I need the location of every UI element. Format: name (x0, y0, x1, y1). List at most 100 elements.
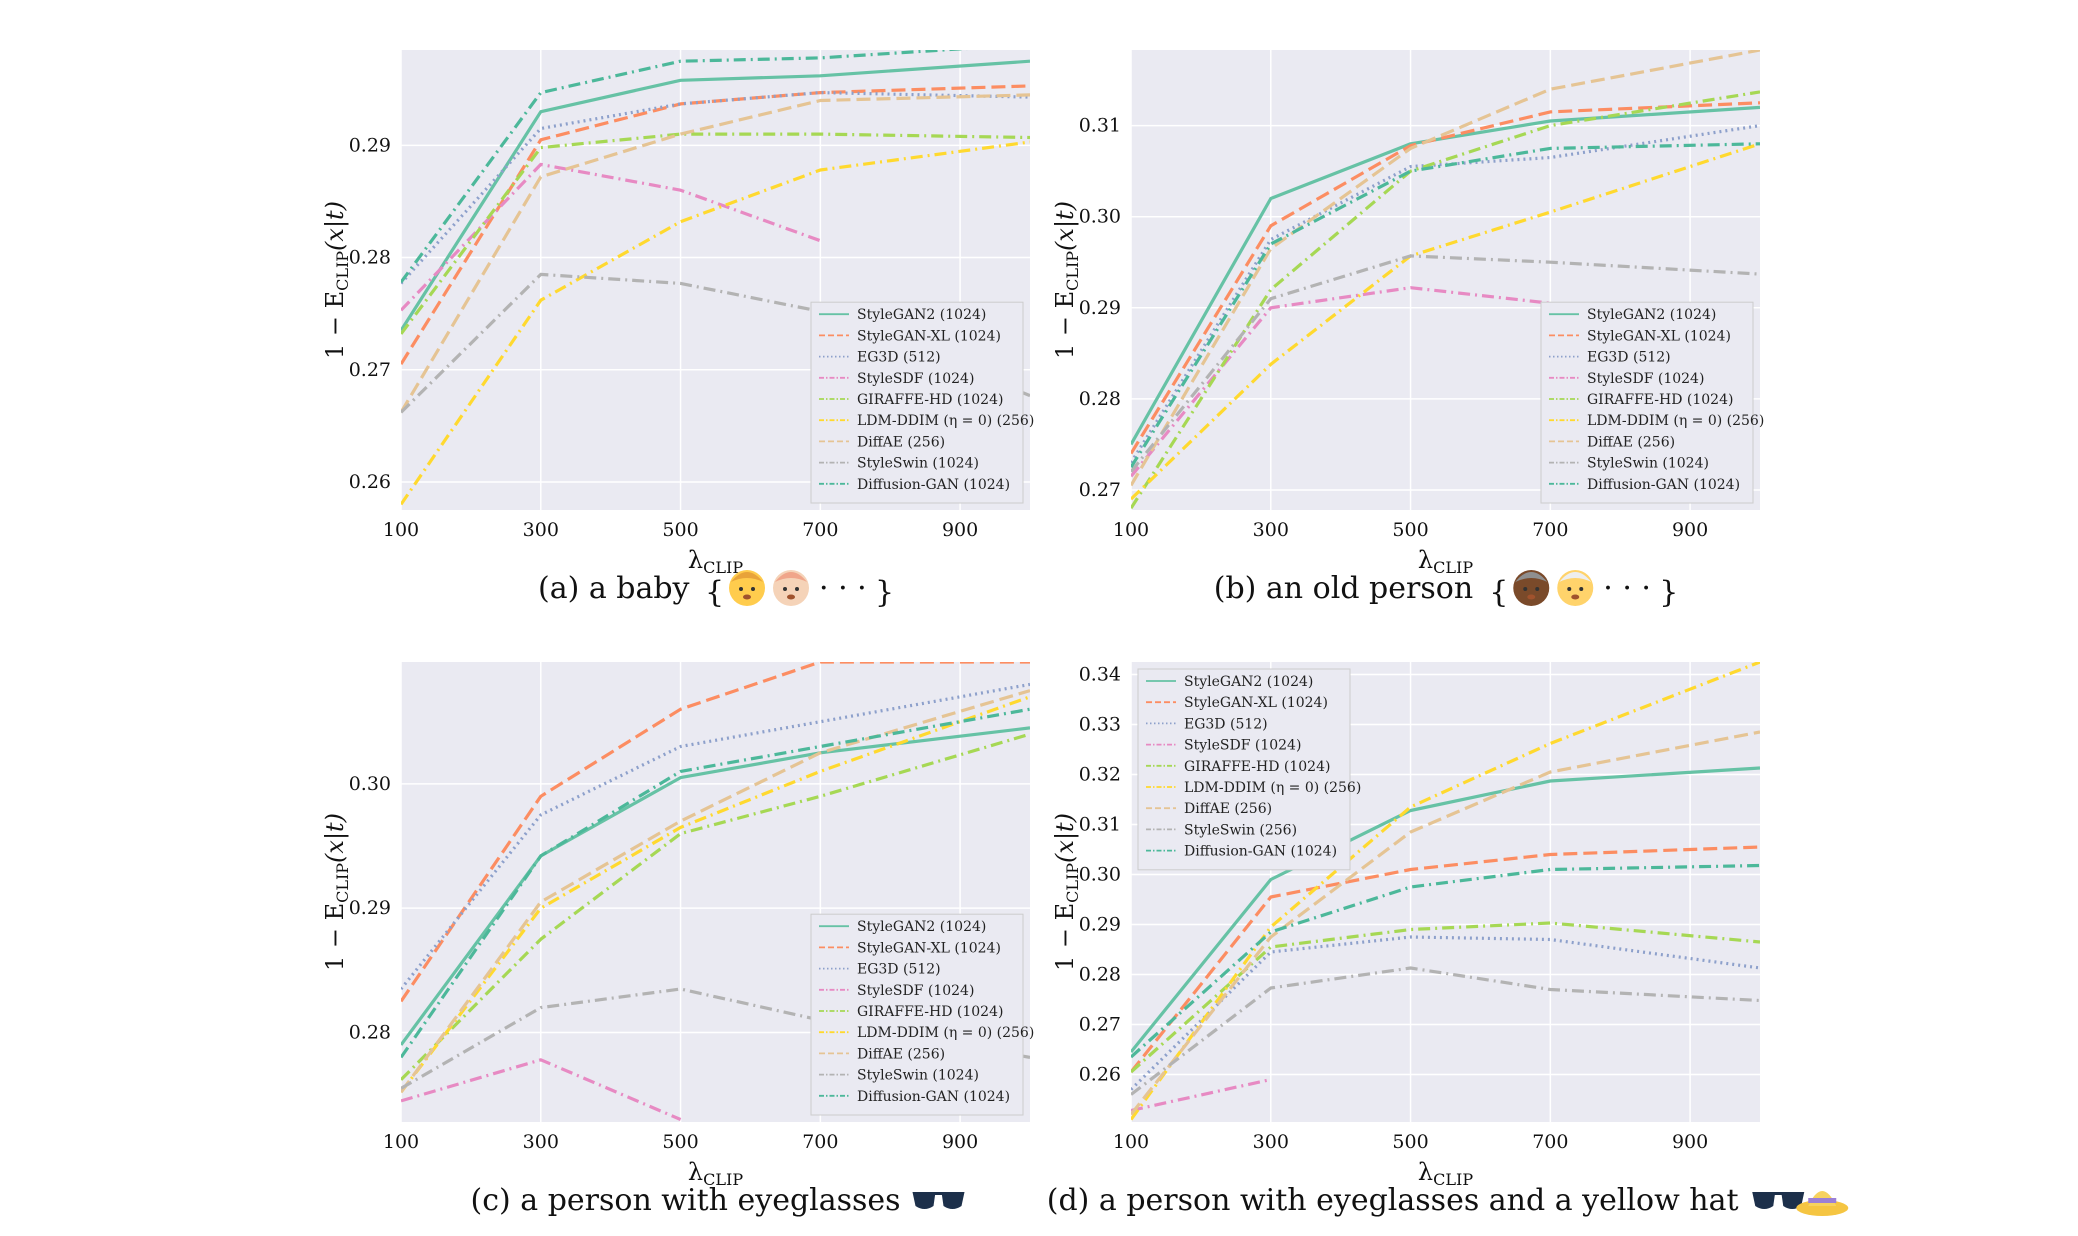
x-axis-label: λCLIP (1418, 546, 1473, 577)
legend-entry: StyleGAN2 (1024) (1587, 307, 1716, 323)
legend-entry: GIRAFFE-HD (1024) (857, 1004, 1003, 1020)
legend-entry: GIRAFFE-HD (1024) (1587, 392, 1733, 408)
series-line-diffae (401, 93, 1030, 414)
series-line-giraffe-hd (401, 132, 1030, 335)
y-tick-label: 0.28 (349, 1021, 391, 1043)
y-tick-label: 0.29 (349, 897, 391, 919)
caption-text: (d) a person with eyeglasses and a yello… (1047, 1183, 1739, 1218)
caption-ellipsis: · · · (1603, 571, 1651, 606)
y-tick-label: 0.33 (1079, 714, 1121, 736)
series-line-diffusion-gan (1131, 142, 1760, 469)
series-line-stylegan2 (401, 726, 1030, 1046)
legend-entry: StyleSDF (1024) (1184, 738, 1301, 754)
y-tick-label: 0.30 (1079, 206, 1121, 228)
y-tick-label: 0.34 (1079, 664, 1121, 686)
series-line-stylegan-xl (401, 662, 1030, 1003)
y-tick-label: 0.26 (1079, 1064, 1121, 1086)
x-tick-label: 900 (1672, 519, 1708, 541)
series-line-giraffe-hd (1131, 90, 1760, 510)
y-tick-label: 0.27 (349, 359, 391, 381)
series-line-diffusion-gan (1131, 863, 1760, 1059)
x-tick-label: 500 (1392, 519, 1428, 541)
legend-entry: StyleSwin (1024) (857, 456, 979, 472)
x-tick-label: 300 (1253, 1131, 1289, 1153)
x-tick-label: 700 (802, 1131, 838, 1153)
caption-text: (c) a person with eyeglasses (471, 1183, 901, 1218)
baby-icon-2 (773, 570, 809, 606)
y-axis-label: 1 − ECLIP(x|t) (321, 813, 352, 971)
x-tick-label: 300 (523, 519, 559, 541)
legend-entry: EG3D (512) (857, 962, 941, 978)
legend-entry: Diffusion-GAN (1024) (857, 1089, 1010, 1105)
x-axis-label: λCLIP (688, 546, 743, 577)
legend-entry: DiffAE (256) (857, 1046, 945, 1062)
y-tick-label: 0.31 (1079, 814, 1121, 836)
legend-entry: StyleGAN-XL (1024) (857, 328, 1001, 344)
series-line-eg3d (401, 91, 1030, 285)
series-line-stylegan-xl (1131, 101, 1760, 455)
chart-panel-3: 100 300 500 700 900 0.28 0.29 0.30 StyleGAN2 (10… (321, 662, 1034, 1218)
x-tick-label: 100 (1113, 1131, 1149, 1153)
legend: StyleGAN2 (1024) StyleGAN-XL (1024) EG3D (… (1137, 668, 1361, 871)
chart-panel-4: 100 300 500 700 900 0.26 0.27 0.28 0.29 0.30 0.31 0… (1047, 662, 1849, 1218)
legend: StyleGAN2 (1024) StyleGAN-XL (1024) EG3D (… (810, 913, 1034, 1116)
sunglasses-icon-1 (912, 1192, 965, 1209)
series-line-styleswin (1131, 966, 1760, 1096)
y-axis-label: 1 − ECLIP(x|t) (321, 201, 352, 359)
y-tick-label: 0.32 (1079, 764, 1121, 786)
x-tick-label: 100 (383, 519, 419, 541)
series-line-styleswin (401, 987, 1030, 1090)
legend-entry: EG3D (512) (1184, 716, 1268, 732)
series-line-diffusion-gan (401, 50, 968, 284)
series-line-styleswin (1131, 254, 1760, 473)
y-tick-label: 0.28 (349, 247, 391, 269)
brace-open: { (705, 575, 724, 610)
series-line-ldm-ddim (401, 140, 1030, 506)
legend-entry: LDM-DDIM (η = 0) (256) (1184, 780, 1361, 796)
series-line-stylesdf (401, 162, 821, 312)
x-tick-label: 500 (662, 519, 698, 541)
x-tick-label: 700 (1532, 519, 1568, 541)
caption: (b) an old person {· · ·} (1214, 570, 1678, 610)
legend-entry: GIRAFFE-HD (1024) (1184, 759, 1330, 775)
caption: (d) a person with eyeglasses and a yello… (1047, 1183, 1849, 1218)
brace-open: { (1489, 575, 1508, 610)
sunglasses-icon-1 (1752, 1192, 1805, 1209)
x-tick-label: 500 (1392, 1131, 1428, 1153)
caption: (a) a baby {· · ·} (538, 570, 894, 610)
legend-entry: StyleSDF (1024) (857, 983, 974, 999)
x-tick-label: 700 (802, 519, 838, 541)
legend-entry: StyleGAN2 (1024) (1184, 674, 1313, 690)
legend-entry: LDM-DDIM (η = 0) (256) (857, 413, 1034, 429)
series-line-diffae (401, 689, 1030, 1094)
legend-entry: StyleGAN-XL (1024) (1587, 328, 1731, 344)
legend-entry: StyleGAN2 (1024) (857, 307, 986, 323)
legend: StyleGAN2 (1024) StyleGAN-XL (1024) EG3D (… (1540, 301, 1764, 504)
caption-text: (a) a baby (538, 571, 690, 606)
series-line-stylesdf (401, 1058, 682, 1121)
legend-entry: Diffusion-GAN (1024) (1184, 844, 1337, 860)
x-tick-label: 500 (662, 1131, 698, 1153)
brace-close: } (875, 575, 894, 610)
legend-entry: DiffAE (256) (1184, 801, 1272, 817)
y-axis-label: 1 − ECLIP(x|t) (1051, 813, 1082, 971)
series-line-ldm-ddim (1131, 662, 1760, 1121)
older-woman-icon-1 (1513, 570, 1550, 606)
legend: StyleGAN2 (1024) StyleGAN-XL (1024) EG3D (… (810, 301, 1034, 504)
series-line-stylegan2 (401, 59, 1030, 332)
y-axis-label: 1 − ECLIP(x|t) (1051, 201, 1082, 359)
x-tick-label: 100 (383, 1131, 419, 1153)
y-tick-label: 0.29 (1079, 914, 1121, 936)
chart-panel-1: 100 300 500 700 900 0.26 0.27 0.28 0.29 StyleGAN2… (321, 50, 1034, 610)
x-tick-label: 900 (1672, 1131, 1708, 1153)
legend-entry: StyleSwin (1024) (1587, 456, 1709, 472)
series-line-eg3d (401, 682, 1030, 991)
legend-entry: StyleSwin (1024) (857, 1068, 979, 1084)
y-tick-label: 0.28 (1079, 388, 1121, 410)
x-tick-label: 300 (1253, 519, 1289, 541)
y-tick-label: 0.28 (1079, 964, 1121, 986)
x-axis-label: λCLIP (688, 1158, 743, 1189)
legend-entry: StyleSDF (1024) (1587, 371, 1704, 387)
legend-entry: Diffusion-GAN (1024) (1587, 477, 1740, 493)
